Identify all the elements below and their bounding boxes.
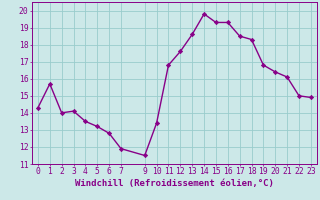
- X-axis label: Windchill (Refroidissement éolien,°C): Windchill (Refroidissement éolien,°C): [75, 179, 274, 188]
